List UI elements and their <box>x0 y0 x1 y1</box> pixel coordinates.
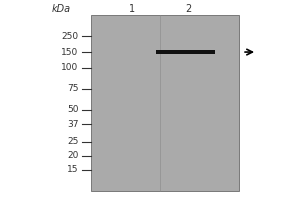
Bar <box>91 15 239 191</box>
Text: 150: 150 <box>61 48 79 57</box>
Text: 1: 1 <box>129 4 135 14</box>
Text: 20: 20 <box>67 151 79 160</box>
Text: 100: 100 <box>61 63 79 72</box>
Text: 15: 15 <box>67 165 79 174</box>
Text: 25: 25 <box>67 137 79 146</box>
Text: 250: 250 <box>61 32 79 41</box>
Text: 75: 75 <box>67 84 79 93</box>
Text: 50: 50 <box>67 105 79 114</box>
Text: kDa: kDa <box>51 4 70 14</box>
Text: 37: 37 <box>67 120 79 129</box>
Text: 2: 2 <box>185 4 192 14</box>
Bar <box>156 50 215 54</box>
